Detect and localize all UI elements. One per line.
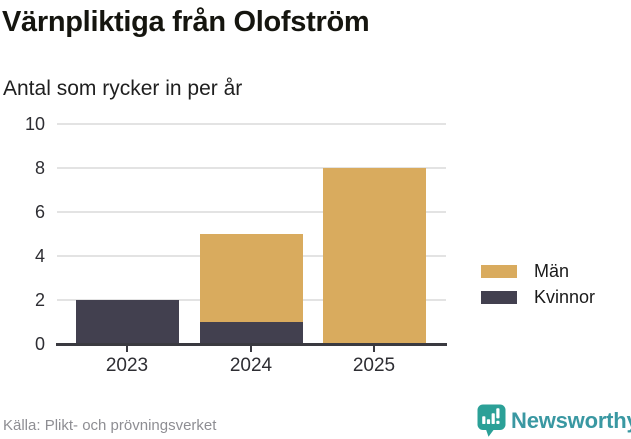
gridline [57,211,446,213]
legend-label-kvinnor: Kvinnor [534,287,596,307]
x-axis-label: 2025 [352,355,396,376]
newsworthy-wordmark: Newsworthy [511,407,631,433]
legend-item-men: Män [481,261,595,281]
x-axis-tick [250,346,252,352]
chart-subtitle: Antal som rycker in per år [3,77,243,100]
legend-swatch-men [481,265,517,278]
bar-segment-2024-Män [199,234,303,322]
y-axis-label: 8 [34,158,45,178]
legend: Män Kvinnor [481,261,595,317]
y-axis-label: 2 [34,290,45,310]
chart-title: Värnpliktiga från Olofström [2,6,370,38]
x-axis-labels: 2023 2024 2025 [57,355,446,381]
source-note: Källa: Plikt- och prövningsverket [3,417,217,434]
chart-canvas: 0 2 4 6 8 10 2023 2024 2025 Män Kvinnor [0,114,631,381]
y-axis-label: 6 [34,202,45,222]
bar-segment-2023-Kvinnor [75,300,179,344]
y-axis-labels: 0 2 4 6 8 10 [0,114,45,354]
legend-swatch-kvinnor [481,291,517,304]
y-axis-label: 0 [34,334,45,354]
newsworthy-bubble-chart-icon [477,404,506,437]
x-axis-line [56,343,447,346]
gridline [57,167,446,169]
x-axis-label: 2023 [105,355,149,376]
x-axis-tick [126,346,128,352]
y-axis-label: 10 [24,114,45,134]
legend-label-men: Män [534,261,570,281]
bar-segment-2025-Män [322,168,426,344]
legend-item-kvinnor: Kvinnor [481,287,595,307]
x-axis-label: 2024 [229,355,273,376]
plot-area [56,117,447,352]
bar-segment-2024-Kvinnor [199,322,303,344]
gridline [57,123,446,125]
newsworthy-logo: Newsworthy [477,404,631,437]
y-axis-label: 4 [34,246,45,266]
x-axis-tick [373,346,375,352]
